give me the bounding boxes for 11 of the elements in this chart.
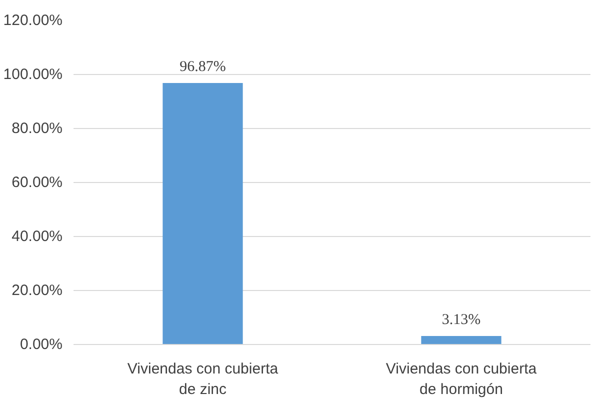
y-tick-label: 120.00% bbox=[3, 12, 62, 29]
data-label: 96.87% bbox=[180, 58, 226, 75]
y-tick-label: 60.00% bbox=[12, 174, 62, 191]
y-tick-label: 100.00% bbox=[3, 66, 62, 83]
y-tick-label: 20.00% bbox=[12, 282, 62, 299]
x-tick-label: Viviendas con cubierta de hormigón bbox=[386, 360, 538, 398]
data-label: 3.13% bbox=[442, 312, 481, 328]
x-tick-label: Viviendas con cubierta de zinc bbox=[127, 360, 279, 398]
y-tick-label: 0.00% bbox=[20, 336, 63, 353]
y-tick-label: 80.00% bbox=[12, 120, 62, 137]
y-tick-label: 40.00% bbox=[12, 228, 62, 245]
